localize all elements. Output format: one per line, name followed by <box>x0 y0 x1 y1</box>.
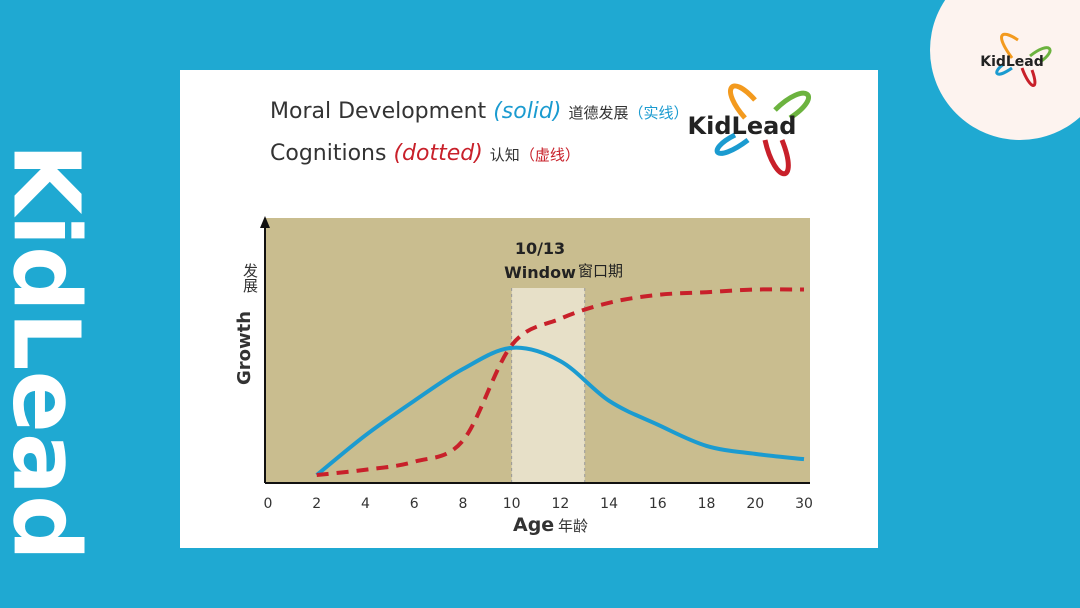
x-tick-label: 12 <box>551 496 569 512</box>
annotation-zh: 窗口期 <box>578 262 623 280</box>
logo-loop <box>995 62 1013 76</box>
series-line <box>315 345 805 477</box>
x-tick-label: 14 <box>600 496 618 512</box>
x-axis-label: Age <box>513 514 554 536</box>
corner-badge <box>930 0 1080 140</box>
title-line: Moral Development (solid) 道德发展（实线） <box>270 99 689 124</box>
logo-text: KidLead <box>980 54 1044 70</box>
x-tick-label: 30 <box>795 496 813 512</box>
x-tick-label: 10 <box>503 496 521 512</box>
y-axis-label: Growth <box>234 311 255 385</box>
x-tick-label: 8 <box>458 496 467 512</box>
x-axis-label-zh: 年龄 <box>558 517 588 535</box>
annotation: 10/13 <box>515 239 565 258</box>
title-text: Moral Development <box>270 99 487 124</box>
y-axis-label-zh: 发展 <box>241 263 259 293</box>
y-axis-arrow <box>260 216 270 228</box>
title-zh-note: （实线） <box>628 104 688 122</box>
title-zh: 认知 <box>490 146 520 164</box>
card-logo: KidLead <box>688 83 811 176</box>
logo-loop <box>714 132 750 156</box>
window-band <box>511 288 585 483</box>
corner-logo: KidLead <box>980 32 1052 87</box>
x-tick-label: 4 <box>361 496 370 512</box>
logo-loop <box>1020 67 1037 87</box>
logo-loop <box>728 83 757 120</box>
x-tick-label: 6 <box>410 496 419 512</box>
title-note: (solid) <box>493 99 561 124</box>
x-tick-label: 0 <box>264 496 273 512</box>
x-tick-label: 16 <box>649 496 667 512</box>
x-tick-label: 20 <box>746 496 764 512</box>
side-label: KidLead <box>0 143 100 561</box>
x-tick-label: 2 <box>312 496 321 512</box>
plot <box>315 287 805 483</box>
title-note: (dotted) <box>393 141 482 166</box>
title-zh: 道德发展 <box>568 104 628 122</box>
logo-loop <box>773 90 811 121</box>
logo-loop <box>1000 32 1019 59</box>
title-text: Cognitions <box>270 141 386 166</box>
series-line <box>316 287 805 478</box>
annotation: Window <box>504 263 576 282</box>
title-line: Cognitions (dotted) 认知（虚线） <box>270 141 580 166</box>
logo-loop <box>1029 46 1052 64</box>
logo-text: KidLead <box>688 112 797 140</box>
title-zh-note: （虚线） <box>520 146 580 164</box>
logo-loop <box>762 139 791 176</box>
x-tick-label: 18 <box>698 496 716 512</box>
